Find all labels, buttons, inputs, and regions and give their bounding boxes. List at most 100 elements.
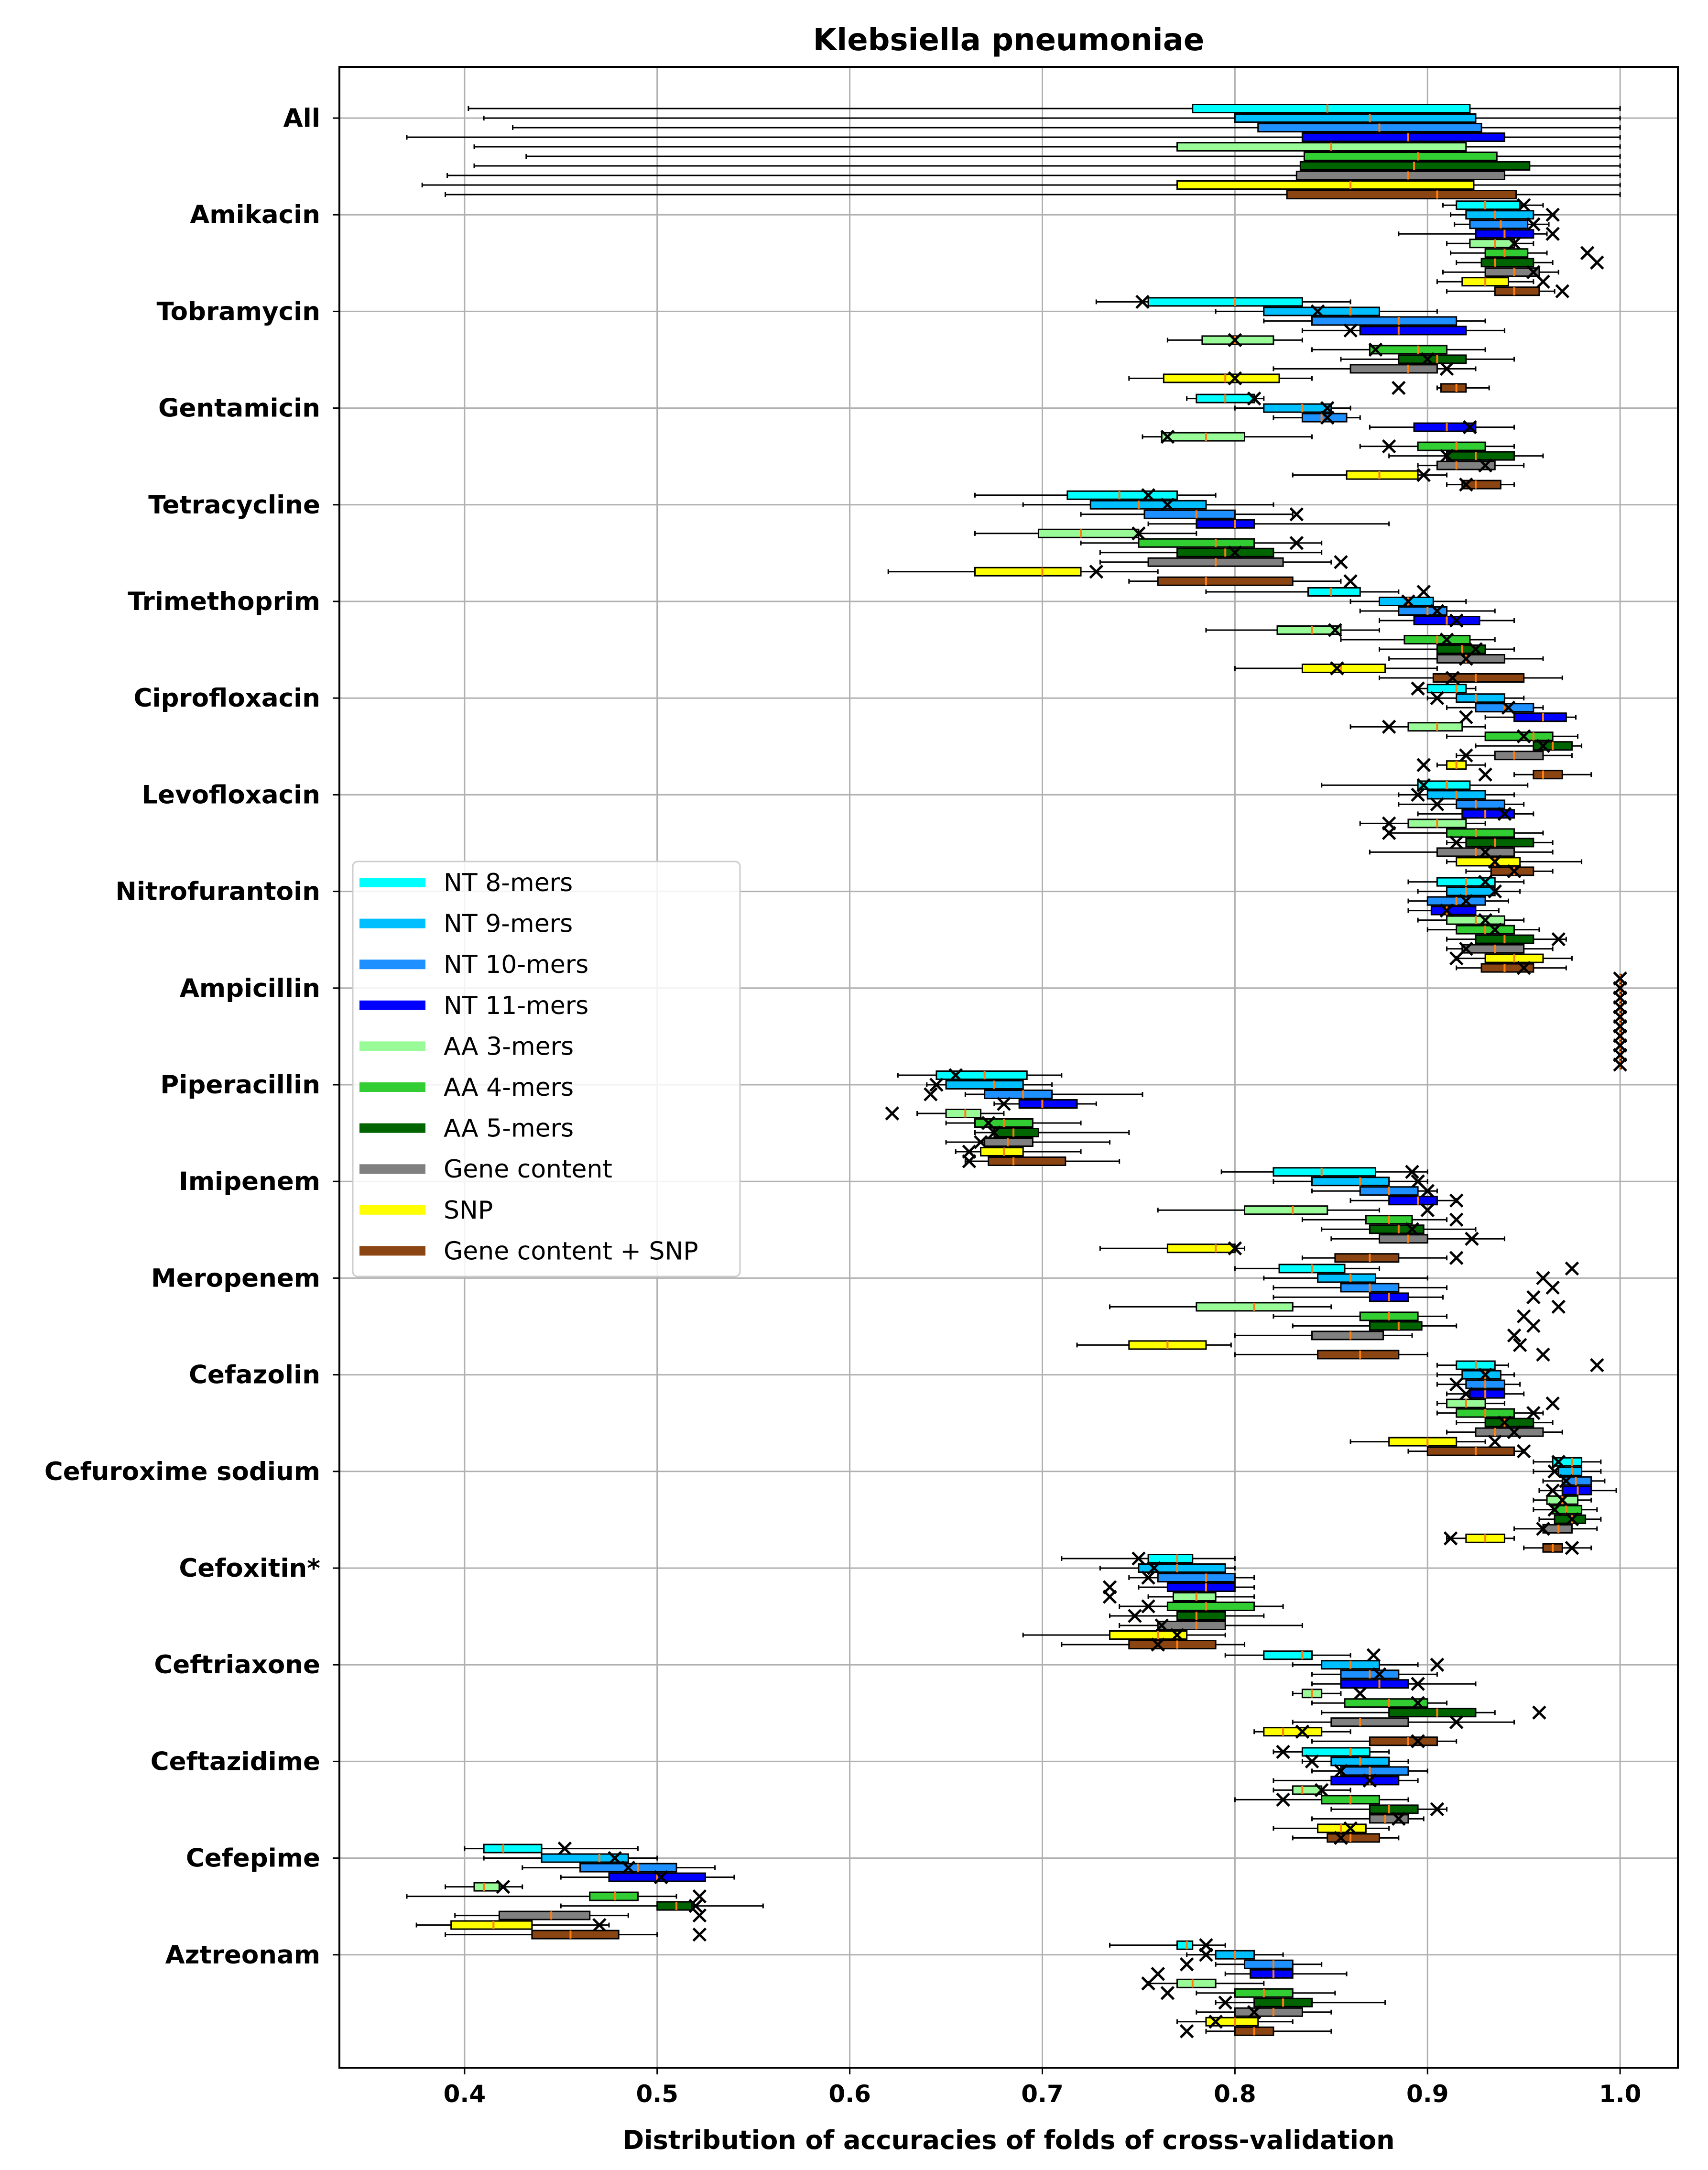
box-iqr [1311, 1330, 1384, 1341]
flier-marker [1449, 835, 1464, 850]
box-iqr [1469, 1389, 1505, 1399]
box-nt-10-mers [1542, 1474, 1606, 1488]
box-gene-content-snp [1061, 1637, 1246, 1652]
flier-marker [1507, 1425, 1522, 1439]
flier-marker [1488, 1434, 1502, 1449]
flier-marker [1507, 864, 1522, 879]
box-nt-11-mers [1301, 323, 1505, 338]
box-aa-3-mers [974, 526, 1197, 541]
box-iqr [498, 1910, 591, 1920]
flier-marker [1526, 1319, 1541, 1333]
box-iqr [1465, 838, 1534, 848]
box-nt-8-mers [1224, 1648, 1381, 1662]
flier-marker [1147, 1561, 1161, 1575]
flier-marker [1228, 545, 1242, 560]
box-aa-4-mers [1382, 826, 1544, 840]
box-aa-4-mers [1340, 632, 1496, 647]
box-iqr [1388, 1708, 1477, 1718]
axes: 0.4 0.5 0.6 0.7 0.8 0.9 1.0 All Amikacin Tobramyc… [44, 104, 1642, 2108]
box-iqr [1172, 1592, 1217, 1602]
box-snp [1292, 468, 1448, 482]
box-iqr [1430, 905, 1477, 916]
box-gene-content [945, 1135, 1111, 1149]
box-gene-content [1292, 1715, 1515, 1729]
box-nt-11-mers [1273, 1773, 1419, 1788]
flier-marker [1545, 207, 1560, 222]
box-gene-content-snp [1301, 1251, 1464, 1265]
box-aa-4-mers [1119, 1599, 1284, 1614]
flier-marker [592, 1918, 607, 1932]
box-iqr [936, 1070, 1028, 1080]
box-nt-10-mers [1263, 316, 1486, 326]
box-iqr [1480, 258, 1534, 268]
flier-marker [1512, 1338, 1527, 1352]
box-iqr [974, 567, 1082, 577]
flier-marker [1416, 778, 1431, 793]
flier-marker [1430, 1657, 1445, 1672]
box-nt-11-mers [993, 1097, 1097, 1111]
box-nt-10-mers [1359, 604, 1496, 618]
flier-marker [1247, 391, 1262, 406]
flier-marker [1439, 448, 1454, 463]
flier-marker [1276, 1745, 1290, 1759]
box-iqr [1513, 712, 1567, 722]
box-nt-8-mers [1095, 294, 1351, 309]
box-gene-content-snp [1179, 2024, 1332, 2039]
box-aa-4-mers [945, 1116, 1082, 1130]
flier-marker [1141, 1976, 1155, 1991]
box-snp [1449, 951, 1573, 966]
flier-marker [1536, 274, 1550, 289]
box-iqr [1138, 1563, 1226, 1573]
flier-marker [1405, 1222, 1419, 1236]
flier-marker [1590, 255, 1604, 270]
box-iqr [1494, 751, 1544, 761]
box-iqr [1166, 1602, 1255, 1611]
box-iqr [1176, 1978, 1217, 1988]
box-iqr [1334, 1253, 1400, 1263]
box-iqr [1263, 403, 1332, 413]
flier-marker [654, 1870, 668, 1885]
box-nt-9-mers [1292, 1657, 1445, 1672]
flier-marker [1411, 1677, 1425, 1691]
box-nt-10-mers [924, 1087, 1143, 1101]
flier-marker [1160, 1986, 1175, 2000]
box-nt-8-mers [1061, 1551, 1236, 1566]
box-aa-3-mers [1166, 333, 1303, 348]
box-iqr [945, 1109, 982, 1118]
box-gene-content [1234, 1328, 1522, 1343]
legend-label: AA 5-mers [444, 1114, 574, 1143]
box-iqr [1456, 693, 1505, 703]
box-iqr [1436, 654, 1505, 664]
flier-marker [608, 1851, 622, 1865]
flier-marker [1449, 1715, 1464, 1729]
flier-marker [692, 1889, 707, 1904]
box-nt-11-mers [1273, 1290, 1541, 1305]
flier-marker [1179, 1957, 1194, 1972]
flier-marker [1289, 507, 1304, 522]
flier-marker [1416, 758, 1431, 772]
flier-marker [1507, 1328, 1522, 1343]
flier-marker [1478, 767, 1492, 782]
box-gene-content-snp [1446, 477, 1515, 492]
box-iqr [1369, 1804, 1419, 1814]
box-iqr [1494, 286, 1540, 296]
box-nt-11-mers [1446, 1386, 1525, 1401]
box-iqr [1388, 1196, 1438, 1206]
category-label: Gentamicin [158, 394, 320, 423]
box-iqr [1317, 1273, 1376, 1283]
box-iqr [483, 1843, 543, 1854]
flier-marker [1449, 1251, 1464, 1265]
box-iqr [1484, 267, 1540, 277]
box-aa-5-mers [1321, 1705, 1546, 1720]
box-nt-9-mers [483, 1851, 658, 1865]
box-nt-8-mers [974, 488, 1217, 502]
box-iqr [1469, 219, 1529, 229]
flier-marker [1555, 1493, 1570, 1507]
box-iqr [1109, 1630, 1188, 1640]
box-iqr [1461, 944, 1525, 954]
flier-marker [1228, 1241, 1242, 1255]
box-aa-3-mers [445, 1879, 523, 1894]
flier-marker [1590, 1358, 1604, 1373]
x-tick-label: 0.9 [1406, 2080, 1449, 2108]
x-tick-label: 1.0 [1599, 2080, 1642, 2108]
